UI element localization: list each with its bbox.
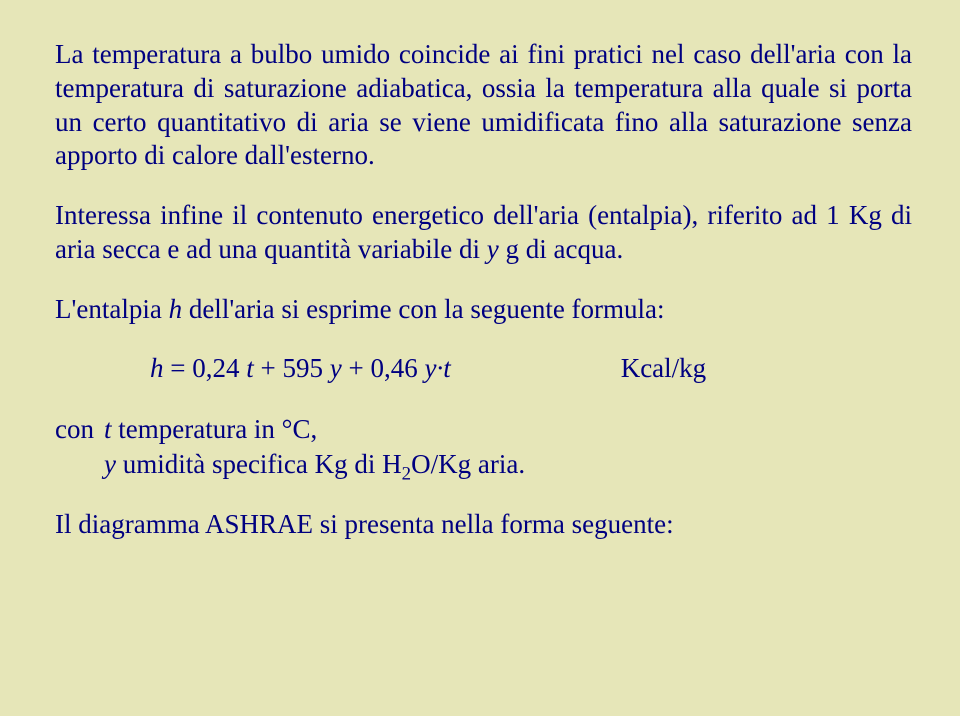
paragraph-2-pre: Interessa infine il contenuto energetico… (55, 200, 912, 264)
def-y-mid: umidità specifica Kg di H (116, 449, 402, 479)
formula: h = 0,24 t + 595 y + 0,46 y·t Kcal/kg (55, 352, 912, 386)
formula-h: h (150, 353, 164, 383)
definition-line-2: y umidità specifica Kg di H2O/Kg aria. (104, 447, 912, 482)
paragraph-2: Interessa infine il contenuto energetico… (55, 199, 912, 267)
definitions-body: t temperatura in °C, y umidità specifica… (104, 412, 912, 482)
formula-plus2: + 0,46 (342, 353, 425, 383)
paragraph-1-text: La temperatura a bulbo umido coincide ai… (55, 39, 912, 170)
definition-line-1: t temperatura in °C, (104, 412, 912, 447)
paragraph-2-var-y: y (487, 234, 499, 264)
paragraph-3: L'entalpia h dell'aria si esprime con la… (55, 293, 912, 327)
definitions: con t temperatura in °C, y umidità speci… (55, 412, 912, 482)
formula-unit: Kcal/kg (621, 352, 706, 386)
formula-y1: y (330, 353, 342, 383)
def-y: y (104, 449, 116, 479)
def-t: t (104, 414, 112, 444)
paragraph-2-post: g di acqua. (499, 234, 623, 264)
def-t-text: temperatura in °C, (112, 414, 318, 444)
paragraph-last-text: Il diagramma ASHRAE si presenta nella fo… (55, 509, 674, 539)
formula-y2: y (424, 353, 436, 383)
paragraph-1: La temperatura a bulbo umido coincide ai… (55, 38, 912, 173)
formula-expression: h = 0,24 t + 595 y + 0,46 y·t (150, 352, 451, 386)
formula-plus1: + 595 (254, 353, 330, 383)
def-y-post: O/Kg aria. (411, 449, 525, 479)
formula-t2: t (443, 353, 451, 383)
paragraph-3-var-h: h (169, 294, 183, 324)
paragraph-3-post: dell'aria si esprime con la seguente for… (182, 294, 664, 324)
definitions-con: con (55, 412, 104, 482)
def-y-sub: 2 (402, 463, 411, 484)
paragraph-3-pre: L'entalpia (55, 294, 169, 324)
formula-t1: t (246, 353, 254, 383)
paragraph-last: Il diagramma ASHRAE si presenta nella fo… (55, 508, 912, 542)
formula-eq: = 0,24 (164, 353, 247, 383)
